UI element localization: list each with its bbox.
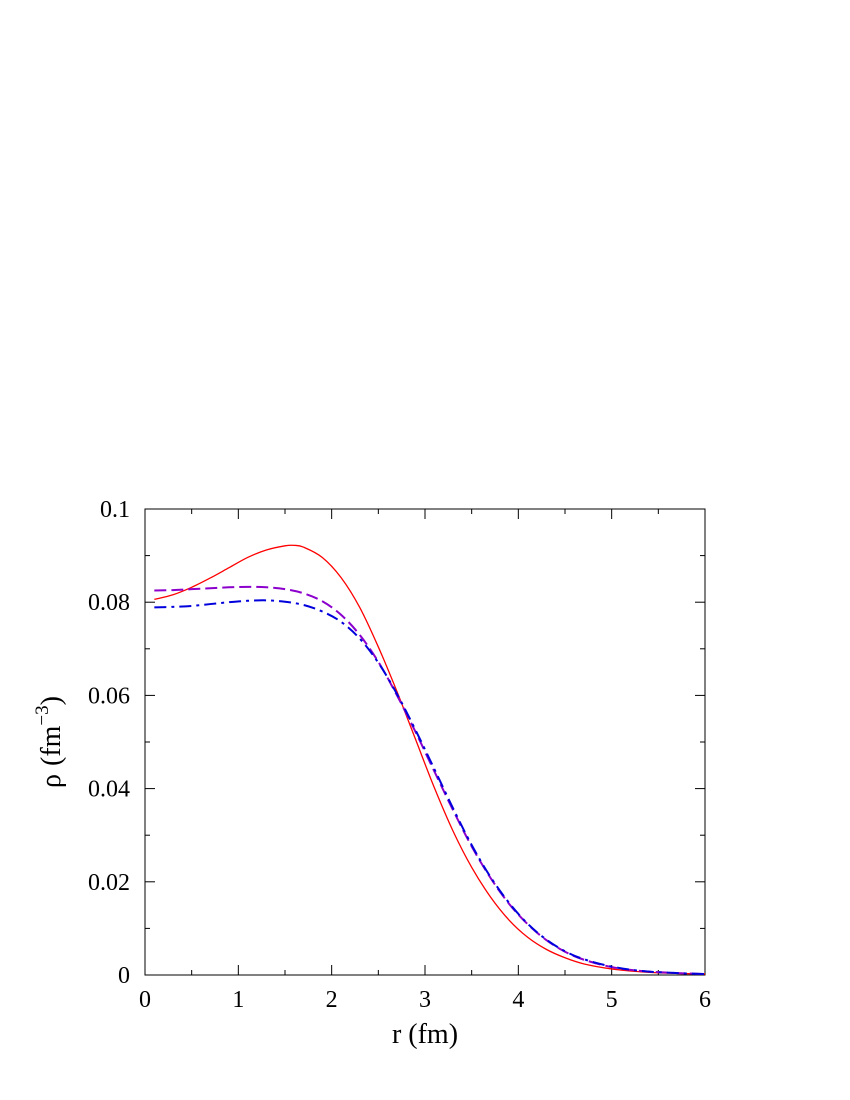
x-tick-label: 1 — [232, 987, 244, 1013]
y-axis-unit-suffix: ) — [36, 696, 67, 705]
y-tick-label: 0.06 — [88, 683, 130, 709]
x-tick-label: 4 — [512, 987, 524, 1013]
y-tick-label: 0.08 — [88, 590, 130, 616]
y-tick-labels: 0 0.02 0.04 0.06 0.08 0.1 — [88, 497, 130, 989]
x-tick-label: 5 — [606, 987, 618, 1013]
plot-frame — [144, 508, 706, 976]
y-axis-label: ρ (fm−3) — [32, 696, 67, 788]
x-tick-label: 0 — [139, 987, 151, 1013]
y-axis-unit-exponent: −3 — [32, 705, 53, 725]
y-tick-label: 0 — [118, 963, 130, 989]
x-tick-label: 2 — [326, 987, 338, 1013]
series-line-2-dashed — [154, 585, 706, 976]
x-axis-label: r (fm) — [392, 1019, 458, 1050]
y-tick-label: 0.04 — [88, 777, 130, 803]
y-axis-unit-prefix: (fm — [36, 725, 67, 766]
y-tick-label: 0.1 — [100, 497, 130, 523]
axis-ticks — [144, 508, 706, 976]
y-tick-label: 0.02 — [88, 870, 130, 896]
x-tick-label: 3 — [419, 987, 431, 1013]
data-series — [154, 544, 706, 976]
x-tick-label: 6 — [699, 987, 711, 1013]
y-axis-symbol: ρ — [36, 774, 67, 788]
series-line-3-dash-dot — [154, 599, 706, 976]
x-tick-labels: 0 1 2 3 4 5 6 — [139, 987, 711, 1013]
series-line-1-solid — [154, 544, 706, 975]
